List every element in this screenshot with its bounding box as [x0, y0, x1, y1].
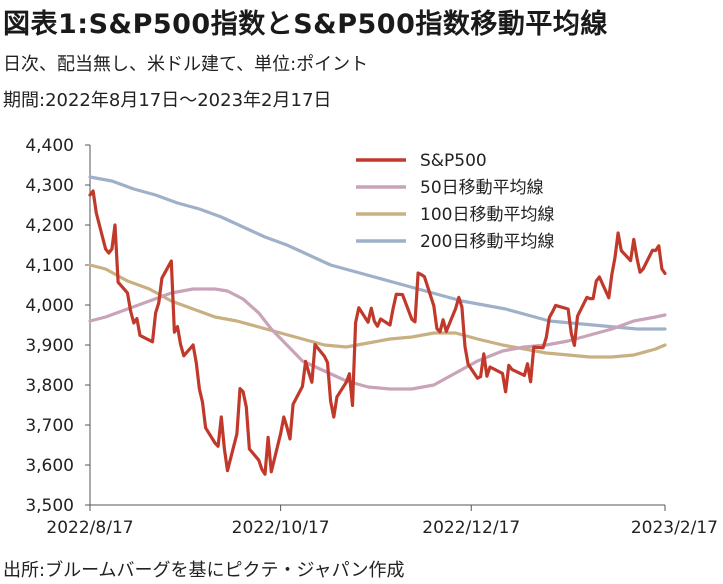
x-tick-label: 2022/8/17: [46, 518, 133, 538]
series-line-2: [88, 263, 667, 359]
y-tick-label: 3,700: [25, 416, 74, 436]
chart-legend: S&P500 50日移動平均線 100日移動平均線 200日移動平均線: [356, 151, 554, 252]
y-tick-label: 3,800: [25, 376, 74, 396]
y-tick-label: 3,600: [25, 456, 74, 476]
y-tick-label: 4,200: [25, 216, 74, 236]
legend-label: S&P500: [420, 151, 487, 171]
x-tick-label: 2022/10/17: [232, 518, 330, 538]
y-tick-label: 3,900: [25, 336, 74, 356]
series-line-0: [88, 189, 667, 476]
series-line-3: [88, 175, 667, 331]
subtitle-units: 日次、配当無し、米ドル建て、単位:ポイント: [3, 54, 369, 75]
y-tick-label: 3,500: [25, 496, 74, 516]
x-tick-label: 2023/2/17: [631, 518, 718, 538]
chart-series-lines: [88, 175, 667, 476]
y-tick-label: 4,000: [25, 296, 74, 316]
y-tick-label: 4,300: [25, 176, 74, 196]
y-tick-label: 4,100: [25, 256, 74, 276]
chart-axes: 3,500 3,600 3,700 3,800 3,900 4,000 4,100 4,200…: [25, 136, 718, 538]
source-note: 出所:ブルームバーグを基にピクテ・ジャパン作成: [3, 560, 405, 581]
x-tick-label: 2022/12/17: [422, 518, 520, 538]
y-tick-label: 4,400: [25, 136, 74, 156]
subtitle-period: 期間:2022年8月17日～2023年2月17日: [3, 90, 332, 111]
chart-title: 図表1:S&P500指数とS&P500指数移動平均線: [3, 9, 608, 40]
legend-label: 100日移動平均線: [420, 205, 554, 225]
legend-label: 200日移動平均線: [420, 232, 554, 252]
legend-label: 50日移動平均線: [420, 178, 544, 198]
